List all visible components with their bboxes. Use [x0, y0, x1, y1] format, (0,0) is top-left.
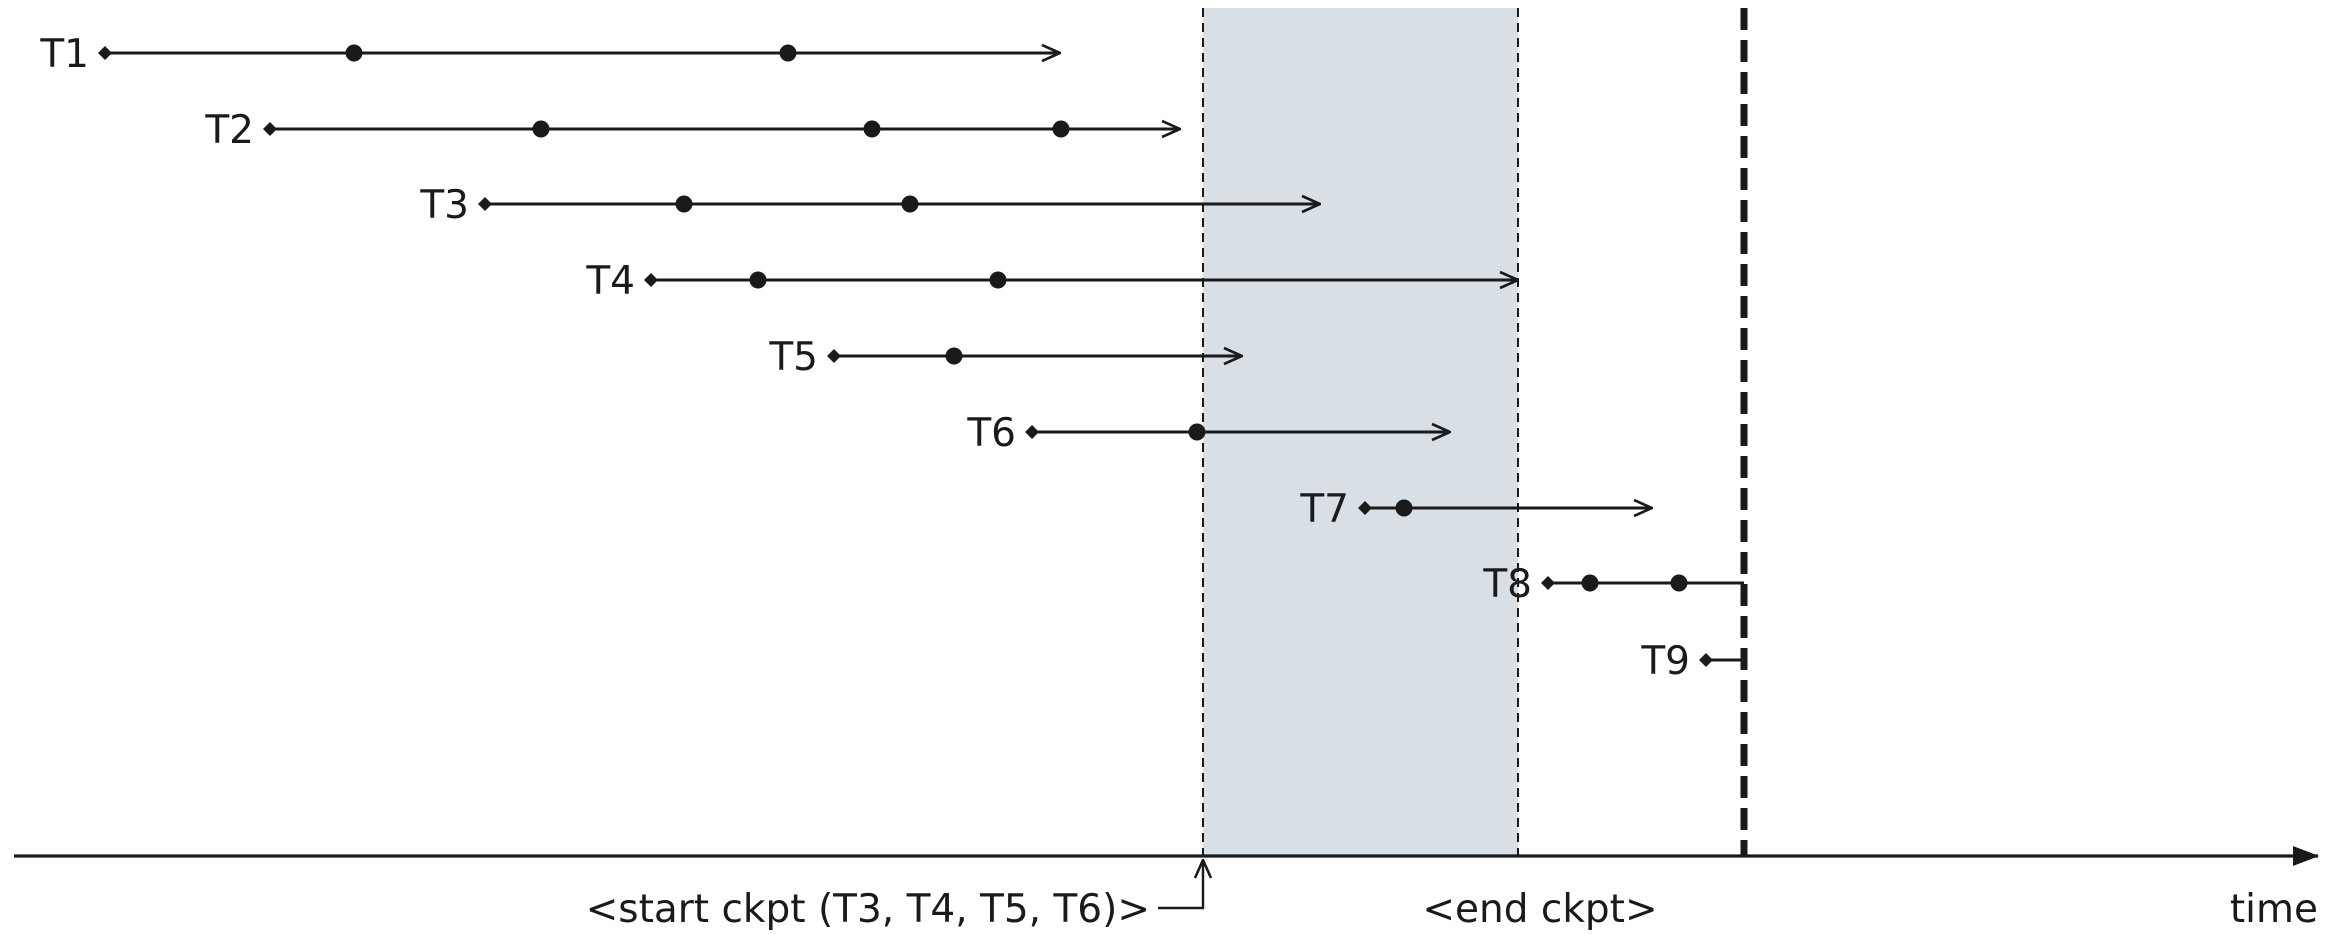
transaction-start-marker	[827, 349, 841, 363]
transaction-event-dot	[1188, 423, 1206, 441]
start-ckpt-label: <start ckpt (T3, T4, T5, T6)>	[586, 887, 1150, 932]
transaction-start-marker	[1358, 501, 1372, 515]
transaction-event-dot	[1052, 120, 1070, 138]
transaction-event-dot	[1395, 499, 1413, 517]
time-axis-label: time	[2230, 887, 2318, 932]
end-ckpt-label: <end ckpt>	[1422, 887, 1657, 932]
transaction-start-marker	[478, 197, 492, 211]
transaction-event-dot	[1670, 574, 1688, 592]
transaction-event-dot	[863, 120, 881, 138]
transaction-event-dot	[945, 347, 963, 365]
transaction-t2: T2	[204, 108, 1180, 153]
transaction-label: T9	[1640, 639, 1690, 684]
transaction-label: T4	[585, 259, 635, 304]
transaction-start-marker	[98, 46, 112, 60]
transaction-t1: T1	[39, 32, 1060, 77]
transaction-start-marker	[263, 122, 277, 136]
transaction-t9: T9	[1640, 639, 1744, 684]
transaction-start-marker	[644, 273, 658, 287]
transaction-t6: T6	[966, 411, 1450, 456]
transaction-event-dot	[749, 271, 767, 289]
transaction-t3: T3	[419, 183, 1320, 228]
transaction-event-dot	[901, 195, 919, 213]
transaction-label: T8	[1482, 562, 1532, 607]
transaction-label: T6	[966, 411, 1016, 456]
transaction-start-marker	[1699, 653, 1713, 667]
transaction-event-dot	[989, 271, 1007, 289]
transaction-label: T2	[204, 108, 254, 153]
transaction-t8: T8	[1482, 562, 1744, 607]
transaction-label: T5	[768, 335, 818, 380]
transaction-event-dot	[779, 44, 797, 62]
transaction-t5: T5	[768, 335, 1242, 380]
transaction-label: T7	[1299, 487, 1349, 532]
transaction-start-marker	[1541, 576, 1555, 590]
transaction-event-dot	[675, 195, 693, 213]
transaction-label: T1	[39, 32, 89, 77]
transaction-t4: T4	[585, 259, 1518, 304]
transaction-lines: T1 T2 T3 T4 T5 T6 T7 T8 T9	[39, 32, 1744, 684]
start-ckpt-pointer	[1158, 860, 1203, 910]
transaction-start-marker	[1025, 425, 1039, 439]
transaction-event-dot	[1581, 574, 1599, 592]
transaction-label: T3	[419, 183, 469, 228]
transaction-t7: T7	[1299, 487, 1652, 532]
transaction-event-dot	[345, 44, 363, 62]
transaction-event-dot	[532, 120, 550, 138]
